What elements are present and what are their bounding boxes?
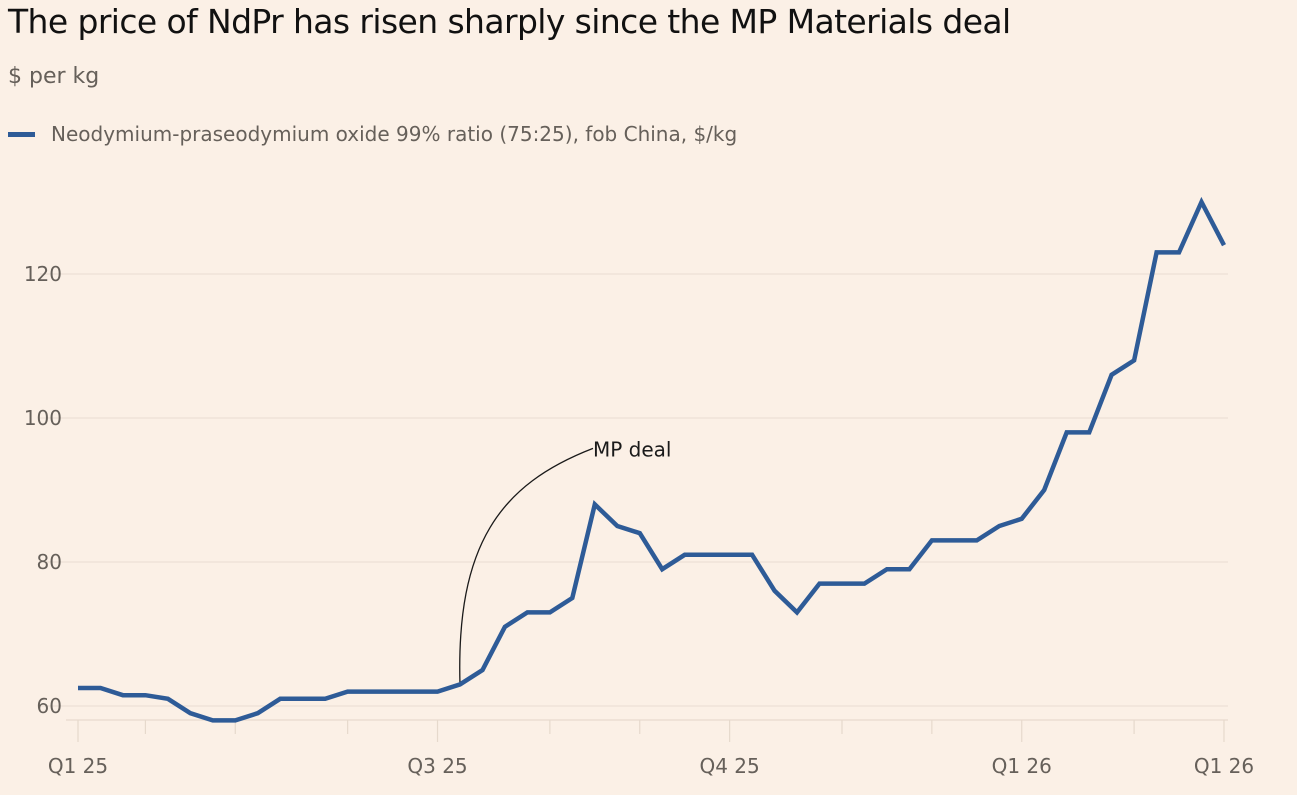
y-tick-label: 80 <box>37 550 62 574</box>
legend: Neodymium-praseodymium oxide 99% ratio (… <box>8 122 737 146</box>
legend-swatch <box>8 131 35 137</box>
x-tick-label: Q1 26 <box>992 754 1052 778</box>
annotation-mp-deal: MP deal <box>593 437 672 461</box>
x-tick-label: Q1 25 <box>48 754 108 778</box>
x-tick-label: Q3 25 <box>407 754 467 778</box>
series-line <box>78 196 1226 723</box>
annotation-leader-line <box>459 447 594 685</box>
x-tick-label: Q4 25 <box>699 754 759 778</box>
y-tick-label: 100 <box>24 406 62 430</box>
chart-title: The price of NdPr has risen sharply sinc… <box>8 2 1011 41</box>
y-tick-label: 120 <box>24 262 62 286</box>
legend-label: Neodymium-praseodymium oxide 99% ratio (… <box>51 122 738 146</box>
y-tick-label: 60 <box>37 694 62 718</box>
chart-subtitle: $ per kg <box>8 64 100 89</box>
x-tick-label: Q1 26 <box>1194 754 1254 778</box>
